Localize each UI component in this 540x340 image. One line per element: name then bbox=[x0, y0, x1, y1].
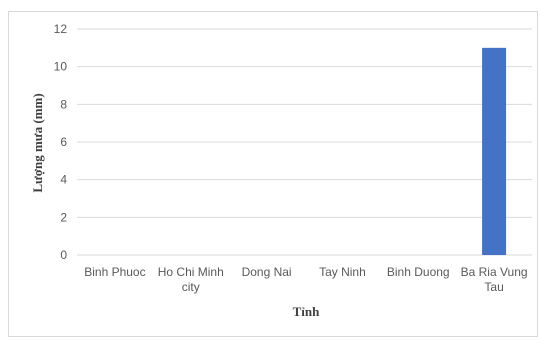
x-tick-label: Binh Phuoc bbox=[84, 265, 145, 279]
x-tick-label: Ba Ria Vung Tau bbox=[461, 265, 528, 294]
y-tick-label: 10 bbox=[54, 60, 68, 74]
y-axis-ticks: 0 2 4 6 8 10 12 bbox=[54, 22, 68, 262]
x-axis-title: Tỉnh bbox=[293, 304, 321, 319]
chart-frame bbox=[8, 11, 538, 337]
y-tick-label: 2 bbox=[60, 210, 67, 224]
x-tick-label: Dong Nai bbox=[242, 265, 292, 279]
x-tick-label: Tay Ninh bbox=[319, 265, 366, 279]
y-tick-label: 6 bbox=[60, 135, 67, 149]
y-tick-label: 12 bbox=[54, 22, 68, 36]
x-tick-label: Binh Duong bbox=[387, 265, 450, 279]
bars bbox=[482, 47, 507, 256]
y-tick-label: 0 bbox=[60, 248, 67, 262]
gridlines bbox=[77, 28, 532, 256]
x-tick-label: Ho Chi Minh city bbox=[158, 265, 224, 294]
x-axis-ticks: Binh Phuoc Ho Chi Minh city Dong Nai Tay Nin… bbox=[84, 265, 527, 294]
y-axis-title: Lượng mưa (mm) bbox=[30, 93, 45, 192]
bar bbox=[482, 47, 507, 256]
y-tick-label: 8 bbox=[60, 97, 67, 111]
y-tick-label: 4 bbox=[60, 173, 67, 187]
